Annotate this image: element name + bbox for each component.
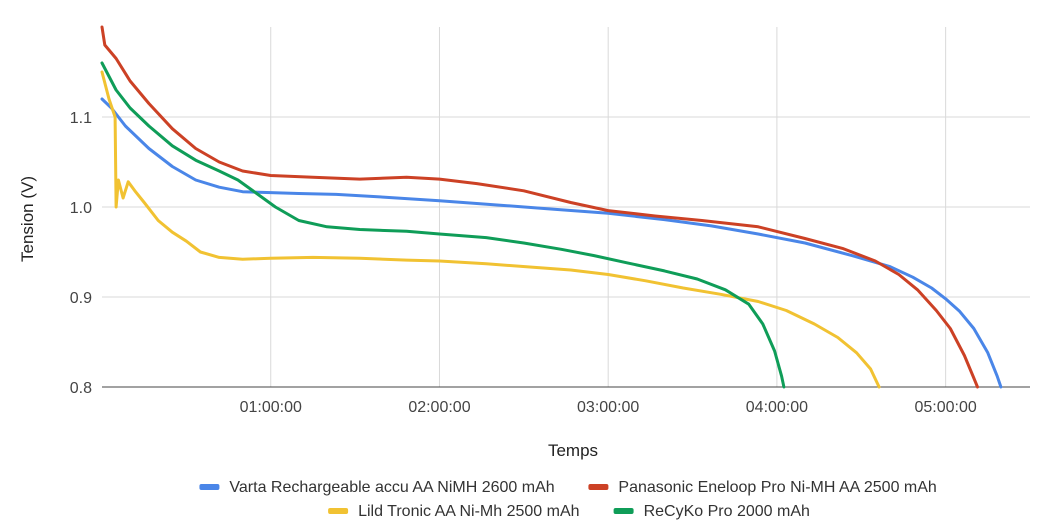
x-tick-label-3: 04:00:00 <box>746 399 808 416</box>
series-line-0 <box>100 97 1003 389</box>
legend-swatch-2 <box>328 508 349 514</box>
y-tick-label-1: 0.9 <box>70 290 92 307</box>
x-tick-label-1: 02:00:00 <box>408 399 470 416</box>
y-axis-title: Tension (V) <box>18 176 37 262</box>
legend-label-2: Lild Tronic AA Ni-Mh 2500 mAh <box>358 503 579 520</box>
x-tick-label-2: 03:00:00 <box>577 399 639 416</box>
legend-label-0: Varta Rechargeable accu AA NiMH 2600 mAh <box>229 479 554 496</box>
x-tick-label-4: 05:00:00 <box>914 399 976 416</box>
series-lines <box>100 25 1003 389</box>
x-axis-title: Temps <box>548 441 598 460</box>
series-line-3 <box>100 61 786 389</box>
y-tick-label-2: 1.0 <box>70 200 92 217</box>
legend-swatch-3 <box>613 508 634 514</box>
x-tick-label-0: 01:00:00 <box>240 399 302 416</box>
y-tick-labels: 0.8 0.9 1.0 1.1 <box>70 110 92 397</box>
legend-swatch-0 <box>199 484 220 490</box>
y-tick-label-0: 0.8 <box>70 380 92 397</box>
x-tick-labels: 01:00:00 02:00:00 03:00:00 04:00:00 05:00:00 <box>240 399 977 416</box>
legend-label-1: Panasonic Eneloop Pro Ni-MH AA 2500 mAh <box>618 479 936 496</box>
series-line-2 <box>100 70 881 389</box>
legend-label-3: ReCyKo Pro 2000 mAh <box>644 503 810 520</box>
y-tick-label-3: 1.1 <box>70 110 92 127</box>
series-line-1 <box>100 25 979 389</box>
legend-swatch-1 <box>588 484 609 490</box>
legend: Varta Rechargeable accu AA NiMH 2600 mAh… <box>199 479 937 520</box>
gridlines <box>102 27 1030 388</box>
